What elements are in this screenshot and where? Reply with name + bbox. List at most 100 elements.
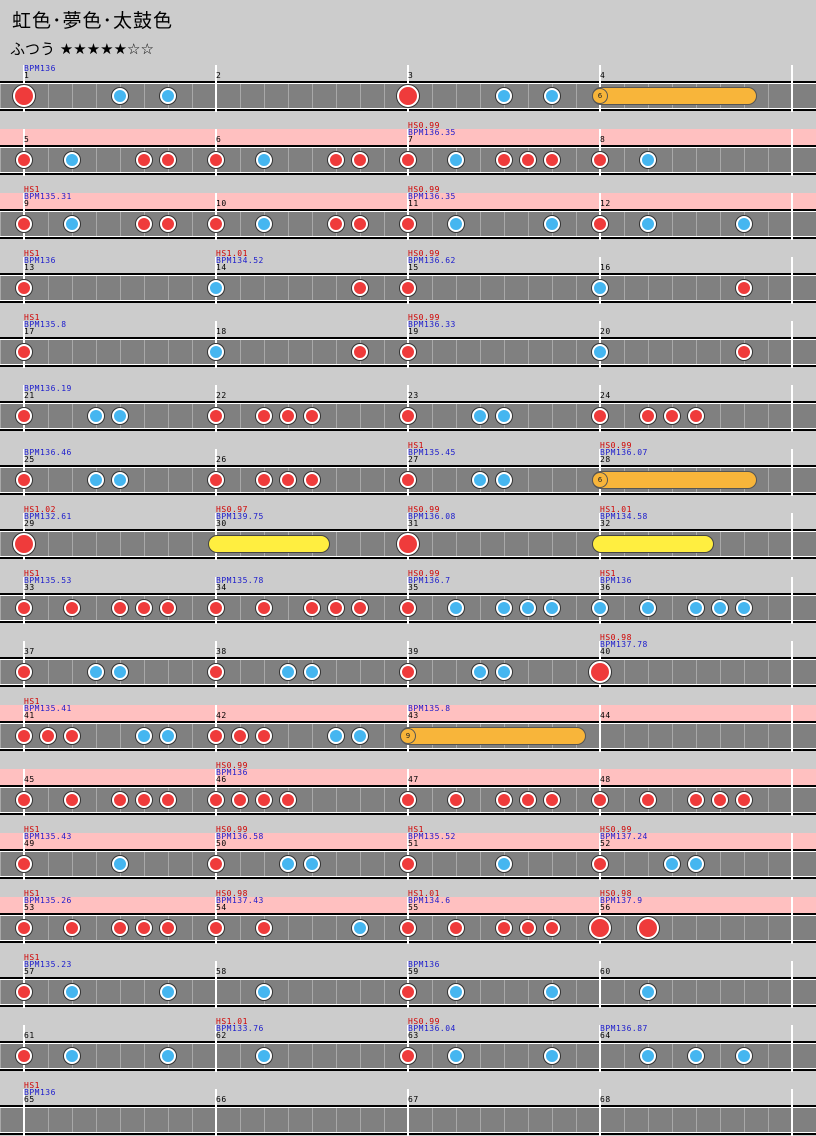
beat-tick	[336, 340, 337, 364]
ka-note	[472, 472, 488, 488]
measure-number: 42	[216, 711, 227, 720]
measure-number: 36	[600, 583, 611, 592]
beat-tick	[672, 212, 673, 236]
beat-tick	[288, 1108, 289, 1132]
big-don-note	[397, 85, 419, 107]
beat-tick	[432, 468, 433, 492]
beat-tick	[576, 916, 577, 940]
bpm-label: BPM136.87	[600, 1024, 648, 1033]
beat-tick	[192, 852, 193, 876]
beat-tick	[456, 660, 457, 684]
don-note	[544, 152, 560, 168]
ka-note	[640, 152, 656, 168]
ka-note	[256, 152, 272, 168]
beat-tick	[744, 660, 745, 684]
don-note	[280, 792, 296, 808]
beat-tick	[120, 276, 121, 300]
don-note	[400, 152, 416, 168]
difficulty-line: ふつう ★★★★★☆☆	[10, 38, 154, 59]
beat-tick	[504, 340, 505, 364]
beat-tick	[168, 404, 169, 428]
measure-number: 10	[216, 199, 227, 208]
beat-tick	[720, 1108, 721, 1132]
barline-end	[791, 257, 793, 304]
ka-note	[472, 664, 488, 680]
barline-end	[791, 833, 793, 880]
measure-number: 54	[216, 903, 227, 912]
measure-number: 38	[216, 647, 227, 656]
scroll-speed-label: HS1.01	[216, 249, 248, 258]
beat-tick	[768, 532, 769, 556]
beat-tick	[72, 532, 73, 556]
measure-number: 35	[408, 583, 419, 592]
beat-tick	[696, 660, 697, 684]
beat-tick	[264, 1108, 265, 1132]
bpm-label: BPM136.19	[24, 384, 72, 393]
beat-tick	[480, 916, 481, 940]
scroll-speed-label: HS0.97	[216, 505, 248, 514]
beat-tick	[768, 340, 769, 364]
ka-note	[736, 600, 752, 616]
beat-tick	[456, 276, 457, 300]
beat-tick	[240, 84, 241, 108]
beat-tick	[576, 148, 577, 172]
scroll-speed-label: HS0.98	[216, 889, 248, 898]
beat-tick	[240, 1108, 241, 1132]
don-note	[64, 920, 80, 936]
bpm-label: BPM134.58	[600, 512, 648, 521]
balloon-roll	[592, 471, 757, 489]
bpm-label: BPM136.08	[408, 512, 456, 521]
beat-tick	[432, 596, 433, 620]
barline	[599, 1025, 601, 1072]
beat-tick	[120, 532, 121, 556]
beat-tick	[672, 1108, 673, 1132]
beat-tick	[672, 788, 673, 812]
don-note	[40, 728, 56, 744]
beat-tick	[624, 724, 625, 748]
don-note	[160, 216, 176, 232]
beat-tick	[240, 852, 241, 876]
beat-tick	[288, 276, 289, 300]
beat-tick	[336, 404, 337, 428]
beat-tick	[672, 980, 673, 1004]
don-note	[208, 792, 224, 808]
beat-tick	[288, 84, 289, 108]
beat-tick	[576, 84, 577, 108]
beat-tick	[744, 852, 745, 876]
beat-tick	[144, 84, 145, 108]
bpm-label: BPM132.61	[24, 512, 72, 521]
beat-tick	[624, 1044, 625, 1068]
barline	[215, 1089, 217, 1136]
don-note	[232, 792, 248, 808]
beat-tick	[96, 148, 97, 172]
don-note	[400, 280, 416, 296]
ka-note	[448, 984, 464, 1000]
beat-tick	[336, 660, 337, 684]
scroll-speed-label: HS1	[24, 697, 40, 706]
don-note	[736, 344, 752, 360]
don-note	[400, 920, 416, 936]
ka-note	[160, 88, 176, 104]
beat-tick	[48, 916, 49, 940]
don-note	[400, 792, 416, 808]
ka-note	[88, 408, 104, 424]
beat-tick	[576, 852, 577, 876]
beat-tick	[240, 916, 241, 940]
don-note	[304, 472, 320, 488]
beat-tick	[144, 1044, 145, 1068]
bpm-label: BPM136.58	[216, 832, 264, 841]
beat-tick	[336, 852, 337, 876]
don-note	[688, 408, 704, 424]
don-note	[400, 472, 416, 488]
don-note	[688, 792, 704, 808]
measure-number: 12	[600, 199, 611, 208]
scroll-speed-label: HS0.99	[408, 569, 440, 578]
measure-number: 22	[216, 391, 227, 400]
measure-number: 68	[600, 1095, 611, 1104]
beat-tick	[168, 532, 169, 556]
beat-tick	[120, 340, 121, 364]
measure-number: 48	[600, 775, 611, 784]
beat-tick	[120, 980, 121, 1004]
beat-tick	[696, 276, 697, 300]
beat-tick	[264, 340, 265, 364]
